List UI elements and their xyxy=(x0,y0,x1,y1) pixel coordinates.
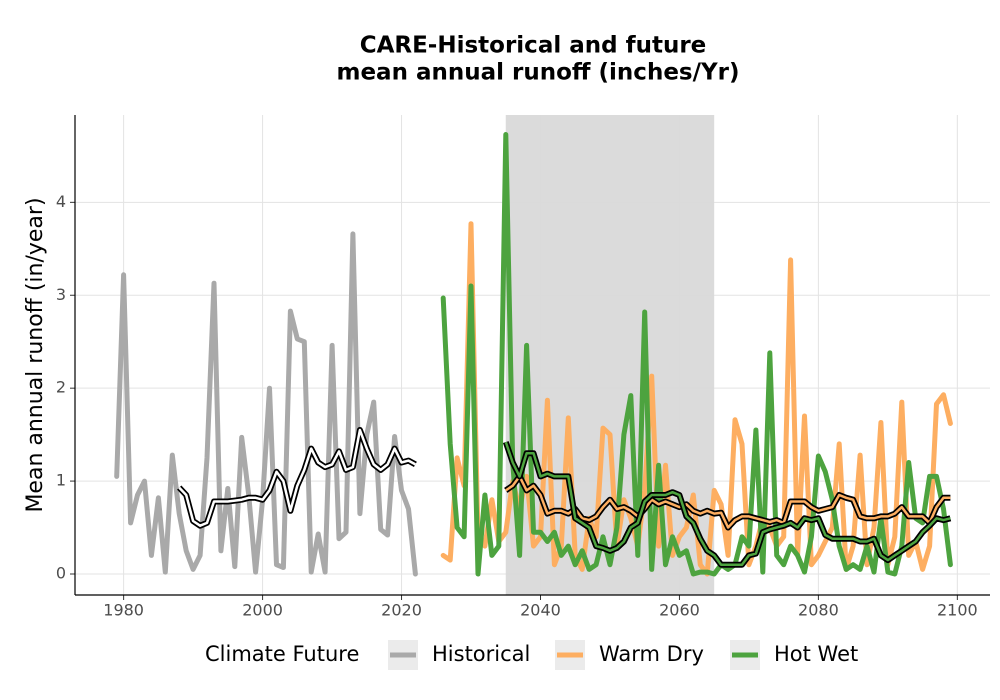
x-tick-label: 2000 xyxy=(242,601,283,620)
x-tick-label: 2100 xyxy=(937,601,978,620)
x-tick-label: 2020 xyxy=(381,601,422,620)
shaded-period xyxy=(505,115,715,595)
legend-label: Historical xyxy=(432,642,530,666)
y-tick-label: 2 xyxy=(56,378,66,397)
chart-title-line: CARE-Historical and future xyxy=(360,33,707,59)
series-line xyxy=(440,132,953,577)
x-tick-label: 2080 xyxy=(798,601,839,620)
y-tick-label: 4 xyxy=(56,192,66,211)
y-tick-label: 3 xyxy=(56,285,66,304)
series-line xyxy=(114,231,418,577)
legend-title: Climate Future xyxy=(205,642,359,666)
x-tick-label: 2060 xyxy=(659,601,700,620)
y-axis-title: Mean annual runoff (in/year) xyxy=(23,197,48,512)
chart-title-line: mean annual runoff (inches/Yr) xyxy=(336,60,739,86)
y-tick-label: 1 xyxy=(56,471,66,490)
y-tick-label: 0 xyxy=(56,564,66,583)
smooth-line xyxy=(504,441,951,566)
x-tick-label: 1980 xyxy=(103,601,144,620)
legend-label: Warm Dry xyxy=(599,642,704,666)
smooth-line xyxy=(505,475,951,529)
x-tick-label: 2040 xyxy=(520,601,561,620)
smooth-line xyxy=(178,428,417,527)
legend-label: Hot Wet xyxy=(774,642,858,666)
